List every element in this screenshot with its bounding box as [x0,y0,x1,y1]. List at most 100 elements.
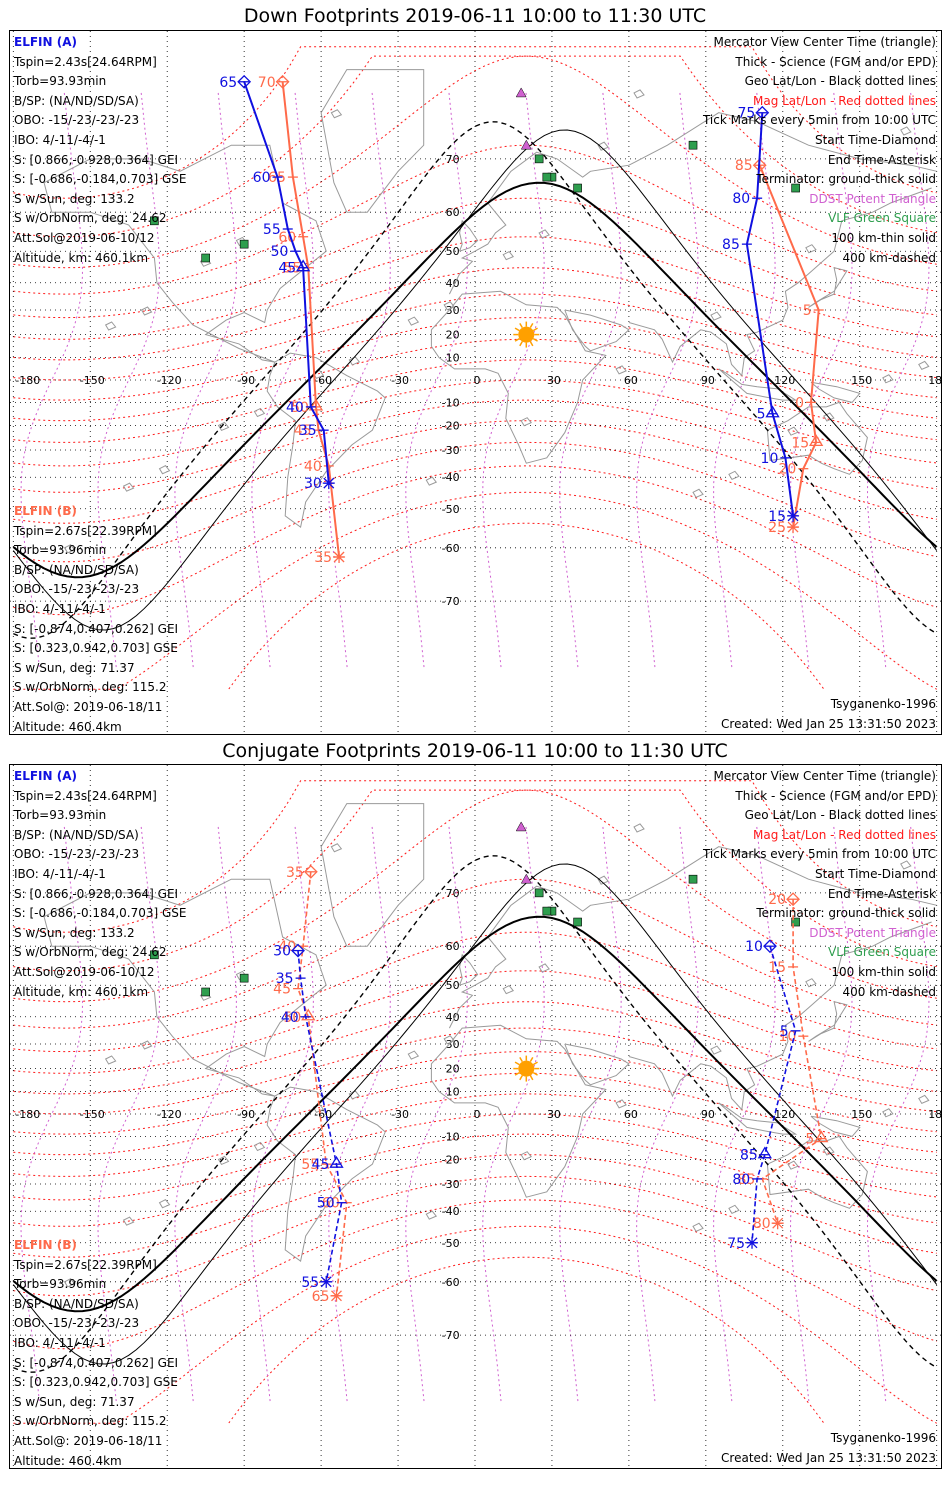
island-outline [122,1216,135,1226]
elfin-b-track-east-line [761,899,823,1224]
island-outline [787,1160,799,1170]
conjugate-footprints-map[interactable]: -180 -150 -120 -90 -60 -30 0 30 60 90 120 150 180 70 6… [10,765,942,1469]
island-outline [823,1146,835,1156]
legend-line: VLF Green Square [827,945,936,960]
elfin-a-line: IBO: 4/-11/-4/-1 [14,132,106,147]
elfin-a-line: Torb=93.93min [14,808,107,823]
vlf-square-icon [150,950,159,960]
footer-right: Tsyganenko-1996 Created: Wed Jan 25 13:3… [721,1429,936,1468]
tick-label: 40 [286,400,304,416]
island-outline [104,321,117,331]
mag-latitude-line [13,144,937,295]
elfin-a-track-west: 30 35 40 45 50 55 [273,944,347,1291]
coastline [766,1135,868,1209]
lon-tick-label: -180 [15,374,40,387]
coastline [43,878,327,1097]
elfin-a-line: Tspin=2.43s[24.64RPM] [14,54,157,69]
lon-tick-label: 0 [474,1108,481,1121]
elfin-b-line: Altitude: 460.4km [14,1453,122,1468]
lon-tick-label: -120 [157,374,182,387]
ddst-triangle-icon [520,873,532,884]
end-asterisk-icon [746,1236,759,1249]
elfin-a-line: OBO: -15/-23/-23/-23 [14,847,140,862]
coastline [320,803,425,947]
coastline [628,921,932,1111]
tick-label: 5 [780,1024,789,1040]
start-diamond-icon [786,892,800,907]
lat-tick-label: -20 [442,1153,460,1166]
vlf-square-icon [534,888,544,898]
lon-tick-label: 150 [851,374,872,387]
tick-label: 55 [263,222,281,238]
created-label: Created: Wed Jan 25 13:31:50 2023 [721,1450,936,1465]
sun-ray [529,1056,534,1063]
elfin-a-info: ELFIN (A) Tspin=2.43s[24.64RPM] Torb=93.… [14,767,187,1002]
island-outline [253,407,266,418]
elfin-a-line: S w/Sun, deg: 133.2 [14,191,135,206]
legend-line: Mag Lat/Lon - Red dotted lines [752,827,936,842]
tick-label: 35 [314,550,332,566]
island-outline [502,251,515,261]
lat-tick-label: -70 [442,595,460,608]
tick-label: 60 [322,1196,340,1212]
elfin-b-line: IBO: 4/-11/-4/-1 [14,601,106,616]
lon-tick-label: 60 [624,374,638,387]
island-outline [710,1045,722,1055]
lon-tick-label: -90 [237,1108,255,1121]
ddst-triangle-icon [515,821,527,832]
mag-latitude-line [13,441,937,563]
lat-tick-label: 30 [446,1038,460,1051]
coastline [808,1001,848,1042]
tick-label: 55 [283,261,301,277]
island-outline [425,1210,438,1220]
tick-label: 45 [294,423,312,439]
lat-tick-label: 50 [446,979,460,992]
tick-label: 15 [791,435,809,451]
elfin-a-line: S w/OrbNorm, deg: 24.62 [14,945,167,960]
terminator-ground [12,915,938,1313]
elfin-b-line: OBO: -15/-23/-23/-23 [14,1316,140,1331]
lon-tick-label: 30 [547,374,561,387]
mag-latitude-line [13,1093,937,1177]
terminator-100km [12,129,938,631]
tick-label: 5 [757,407,766,423]
lat-tick-label: -60 [442,1276,460,1289]
tick-label: 55 [301,1157,319,1173]
coastline [430,1024,607,1198]
sun-icon [513,321,540,348]
lon-tick-label: 30 [547,1108,561,1121]
island-outline [633,823,645,833]
sun-icon [513,1055,540,1082]
legend-line: DDST Potent Triangle [809,191,936,206]
legend-line: 400 km-dashed [842,984,936,999]
footer-right: Tsyganenko-1996 Created: Wed Jan 25 13:3… [721,695,936,734]
lat-tick-label: -40 [442,471,460,484]
conjugate-footprints-panel: -180 -150 -120 -90 -60 -30 0 30 60 90 120 150 180 70 6… [9,764,942,1469]
island-outline [900,126,912,136]
island-outline [63,544,76,554]
vlf-stations [150,821,800,997]
lat-tick-label: -10 [442,396,460,409]
legend-line: Mag Lat/Lon - Red dotted lines [752,93,936,108]
tick-label: 45 [312,1157,330,1173]
island-outline [407,316,420,326]
geo-grid: -180-150-120-90-60-300306090120150180706… [10,31,941,734]
elfin-a-label: ELFIN (A) [14,35,77,49]
tick-label: 60 [253,170,271,186]
sun-ray [529,1075,534,1081]
tick-label: 35 [299,423,317,439]
elfin-b-line: S w/Sun, deg: 71.37 [14,1394,135,1409]
tick-label: 55 [301,1275,319,1291]
lat-tick-label: 10 [446,1086,460,1099]
lon-tick-label: -90 [237,374,255,387]
tick-label: 50 [283,1010,301,1026]
down-footprints-map[interactable]: -180-150-120-90-60-300306090120150180706… [10,31,942,735]
sun-ray [519,322,523,329]
sun-ray [532,1061,538,1066]
sun-ray [529,322,534,329]
lat-tick-label: -10 [442,1130,460,1143]
island-outline [633,89,645,99]
elfin-b-line: Altitude: 460.4km [14,719,122,734]
